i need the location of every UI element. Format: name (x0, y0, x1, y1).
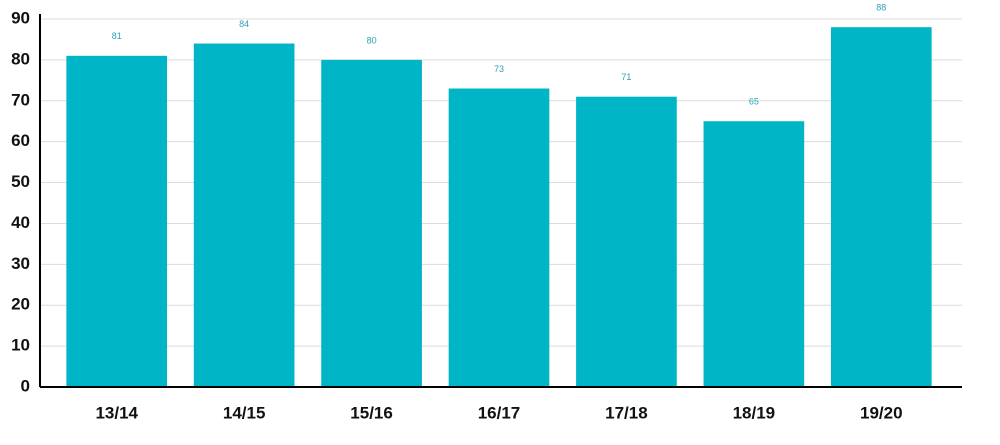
x-tick-label: 14/15 (223, 403, 266, 422)
x-tick-label: 17/18 (605, 403, 648, 422)
bar (193, 43, 295, 388)
bar (321, 59, 422, 388)
value-label: 88 (876, 3, 886, 13)
y-tick-label: 20 (11, 295, 30, 314)
y-tick-label: 60 (11, 131, 30, 150)
bar (66, 55, 168, 388)
x-tick-label: 15/16 (350, 403, 393, 422)
x-tick-label: 16/17 (478, 403, 521, 422)
bar (830, 27, 932, 388)
y-tick-label: 50 (11, 172, 30, 191)
y-tick-label: 80 (11, 49, 30, 68)
value-label: 73 (494, 64, 504, 74)
value-label: 71 (621, 72, 631, 82)
value-label: 65 (749, 97, 759, 107)
y-tick-label: 90 (11, 8, 30, 27)
y-tick-label: 70 (11, 90, 30, 109)
bar (448, 88, 550, 387)
bar (703, 121, 805, 387)
y-tick-label: 0 (21, 376, 30, 395)
x-tick-label: 18/19 (733, 403, 776, 422)
y-tick-label: 10 (11, 336, 30, 355)
bar (576, 96, 677, 387)
y-tick-label: 40 (11, 213, 30, 232)
x-tick-label: 13/14 (95, 403, 138, 422)
value-label: 80 (367, 35, 377, 45)
value-label: 81 (112, 31, 122, 41)
y-tick-label: 30 (11, 254, 30, 273)
value-label: 84 (239, 19, 249, 29)
x-tick-label: 19/20 (860, 403, 903, 422)
